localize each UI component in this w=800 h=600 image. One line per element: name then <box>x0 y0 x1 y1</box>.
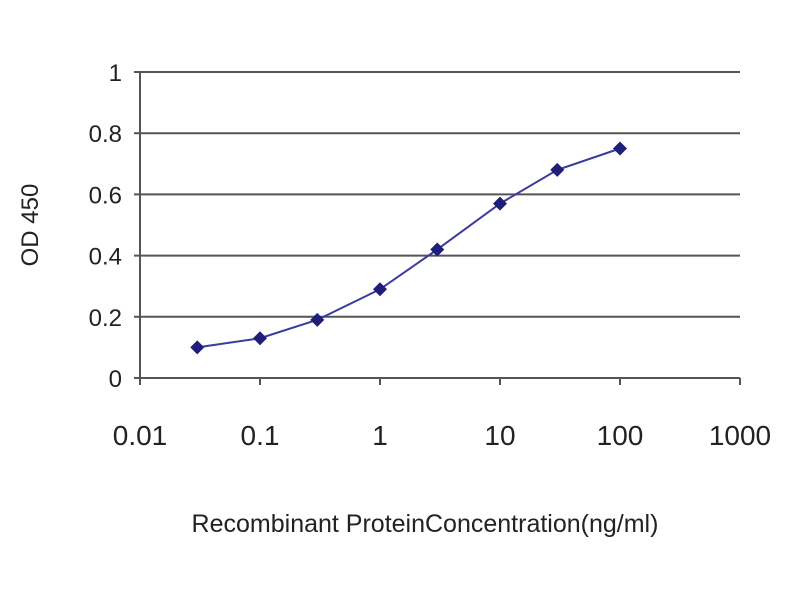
data-point-1 <box>253 331 267 346</box>
y-tick-label-2: 0.4 <box>89 244 122 271</box>
x-tick-label-0: 0.01 <box>113 420 168 451</box>
data-point-5 <box>493 196 507 211</box>
x-tick-label-3: 10 <box>484 420 515 451</box>
gridlines <box>140 71 740 318</box>
data-point-4 <box>430 242 445 257</box>
y-tick-label-1: 0.2 <box>89 305 122 332</box>
y-axis-title: OD 450 <box>17 184 44 267</box>
x-tick-label-2: 1 <box>372 420 388 451</box>
data-point-3 <box>373 282 387 297</box>
data-point-0 <box>190 340 205 355</box>
axes <box>134 71 741 385</box>
x-tick-label-5: 1000 <box>709 420 771 451</box>
tick-labels: 0 0.2 0.4 0.6 0.8 1 0.01 0.1 1 10 100 1000 <box>89 60 772 451</box>
series-line-0 <box>197 147 621 349</box>
data-point-6 <box>550 162 565 177</box>
y-tick-label-0: 0 <box>109 366 122 393</box>
x-tick-label-1: 0.1 <box>241 420 280 451</box>
data-series <box>190 141 627 355</box>
y-tick-label-5: 1 <box>109 60 122 87</box>
y-tick-label-3: 0.6 <box>89 182 122 209</box>
y-tick-label-4: 0.8 <box>89 121 122 148</box>
data-point-7 <box>613 141 627 156</box>
x-axis-title: Recombinant ProteinConcentration(ng/ml) <box>192 510 659 538</box>
x-tick-label-4: 100 <box>597 420 644 451</box>
data-point-2 <box>310 312 325 327</box>
